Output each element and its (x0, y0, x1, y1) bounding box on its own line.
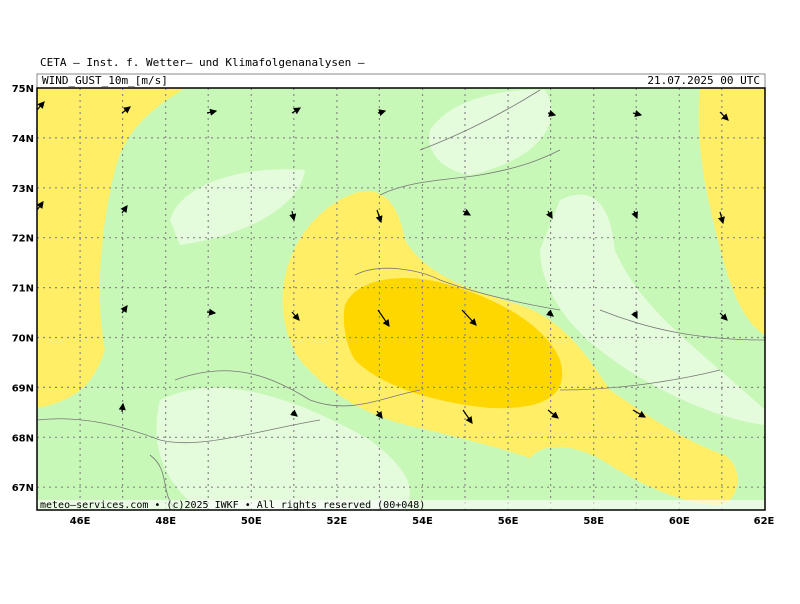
lat-label: 73N (12, 184, 34, 195)
lon-label: 50E (241, 516, 262, 527)
lon-label: 60E (669, 516, 690, 527)
graticule (37, 88, 765, 510)
lat-label: 72N (12, 234, 34, 245)
lon-label: 56E (498, 516, 519, 527)
wind-arrow (290, 409, 298, 417)
field-yellow (37, 88, 185, 408)
lon-label: 48E (155, 516, 176, 527)
lon-label: 62E (754, 516, 775, 527)
wind-arrow (462, 208, 472, 216)
wind-arrow (37, 101, 45, 111)
wind-arrow (377, 109, 387, 117)
wind-arrow (120, 305, 128, 314)
lat-label: 68N (12, 433, 34, 444)
lon-label: 52E (327, 516, 348, 527)
variable-label: WIND_GUST_10m_[m/s] (42, 74, 168, 87)
lon-label: 46E (70, 516, 91, 527)
lat-label: 67N (12, 483, 34, 494)
wind-arrow (461, 309, 477, 326)
field-yellow (698, 88, 765, 335)
wind-arrow (632, 409, 647, 418)
lat-label: 71N (12, 284, 34, 295)
wind-arrow (547, 409, 559, 419)
wind-arrow (717, 211, 725, 225)
lon-label: 54E (412, 516, 433, 527)
wind-arrow (289, 210, 297, 222)
wind-arrow (546, 309, 554, 317)
lat-label: 75N (12, 84, 34, 95)
wind-arrow (462, 409, 473, 424)
map-frame (36, 87, 766, 511)
wind-arrow (291, 107, 302, 115)
lon-label: 58E (583, 516, 604, 527)
wind-arrow (547, 109, 557, 117)
wind-arrow (377, 309, 390, 327)
wind-arrows (37, 101, 729, 424)
field-pale (540, 194, 765, 425)
date-label: 21.07.2025 00 UTC (647, 74, 760, 87)
header-title: CETA — Inst. f. Wetter— und Klimafolgena… (40, 56, 365, 69)
wind-arrow (37, 201, 44, 211)
wind-arrow (118, 402, 126, 413)
wind-arrow (206, 108, 218, 116)
lat-label: 74N (12, 134, 34, 145)
wind-arrow (719, 312, 728, 321)
wind-arrow (375, 410, 383, 419)
wind-arrow (631, 210, 638, 220)
wind-arrow (121, 106, 131, 114)
wind-arrow (120, 205, 128, 214)
field-pale (156, 387, 410, 510)
wind-arrow (631, 311, 638, 320)
axes: 75N 74N 73N 72N 71N 70N 69N 68N 67N 46E 48E 50E 52E 5… (12, 84, 775, 527)
wind-arrow (206, 308, 217, 316)
map-area (37, 88, 765, 510)
wind-arrow (719, 111, 729, 121)
wind-arrow (291, 311, 300, 321)
coastline (37, 89, 765, 510)
lat-label: 69N (12, 383, 34, 394)
field-pale (429, 89, 552, 175)
wind-arrow (375, 209, 383, 224)
footer: meteo—services.com • (c)2025 IWKF • All … (40, 500, 425, 511)
wind-arrow (545, 210, 553, 220)
footer-band (37, 500, 765, 510)
lat-label: 70N (12, 334, 34, 345)
wind-arrow (632, 110, 643, 118)
